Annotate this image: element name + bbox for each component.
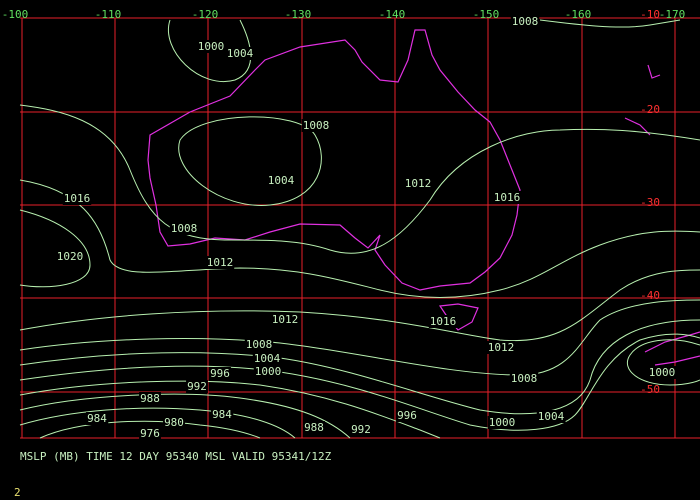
label-bg [396, 409, 418, 422]
label-bg [486, 341, 516, 354]
label-bg [139, 392, 161, 405]
contour-label: 1000 [649, 366, 676, 379]
label-bg [209, 367, 231, 380]
contour-label: 1008 [512, 15, 539, 28]
label-bg [186, 380, 208, 393]
contour-label: 1020 [57, 250, 84, 263]
contour-label: 988 [304, 421, 324, 434]
contour-label: 1004 [254, 352, 281, 365]
contour-label: 1016 [494, 191, 521, 204]
contour-label: 1012 [207, 256, 234, 269]
contour-label: 988 [140, 392, 160, 405]
label-bg [266, 174, 296, 187]
contour-label: 1016 [64, 192, 91, 205]
contour-label: 1004 [227, 47, 254, 60]
caption: MSLP (MB) TIME 12 DAY 95340 MSL VALID 95… [20, 450, 332, 463]
label-bg [225, 47, 255, 60]
label-bg [647, 366, 677, 379]
label-bg [163, 416, 185, 429]
contour-label: 1000 [198, 40, 225, 53]
contour-label: 992 [187, 380, 207, 393]
label-bg [350, 423, 372, 436]
lon-label: -110 [95, 8, 122, 21]
label-bg [139, 427, 161, 440]
lat-label: -30 [640, 196, 660, 209]
contour-label: 984 [87, 412, 107, 425]
contour-label: 976 [140, 427, 160, 440]
lon-label: -150 [473, 8, 500, 21]
contour-label: 1008 [511, 372, 538, 385]
contour-label: 1008 [171, 222, 198, 235]
label-bg [403, 177, 433, 190]
contour-label: 1012 [488, 341, 515, 354]
label-bg [62, 192, 92, 205]
lon-label: -100 [2, 8, 29, 21]
lat-label: -10 [640, 8, 660, 21]
contour-label: 1000 [489, 416, 516, 429]
contour-label: 1012 [405, 177, 432, 190]
label-bg [536, 410, 566, 423]
contour-label: 980 [164, 416, 184, 429]
label-bg [510, 15, 540, 28]
lat-label: -40 [640, 289, 660, 302]
label-bg [196, 40, 226, 53]
contour-label: 992 [351, 423, 371, 436]
label-bg [55, 250, 85, 263]
label-bg [428, 315, 458, 328]
label-bg [303, 421, 325, 434]
label-bg [487, 416, 517, 429]
label-bg [253, 365, 283, 378]
coastline [147, 29, 700, 366]
lon-label: -120 [192, 8, 219, 21]
label-bg [205, 256, 235, 269]
label-bg [211, 408, 234, 421]
contour-label: 1008 [246, 338, 273, 351]
lat-label: -20 [640, 103, 660, 116]
lat-label: -50 [640, 383, 660, 396]
label-bg [244, 338, 274, 351]
label-bg [270, 313, 300, 326]
contour-label: 1016 [430, 315, 457, 328]
contour-label: 1004 [268, 174, 295, 187]
contour-label: 1012 [272, 313, 299, 326]
label-bg [301, 119, 331, 132]
lon-label: -170 [659, 8, 686, 21]
label-bg [86, 412, 109, 425]
label-bg [509, 372, 539, 385]
isobars [19, 19, 700, 439]
label-bg [492, 191, 522, 204]
contour-label: 984 [212, 408, 232, 421]
lon-label: -160 [565, 8, 592, 21]
contour-label: 1000 [255, 365, 282, 378]
contour-label: 1008 [303, 119, 330, 132]
label-bg [169, 222, 199, 235]
label-bg [252, 352, 282, 365]
contour-label: 996 [210, 367, 230, 380]
contour-label: 996 [397, 409, 417, 422]
lon-label: -130 [285, 8, 312, 21]
contour-label: 1004 [538, 410, 565, 423]
lon-label: -140 [379, 8, 406, 21]
page-number: 2 [14, 486, 21, 499]
